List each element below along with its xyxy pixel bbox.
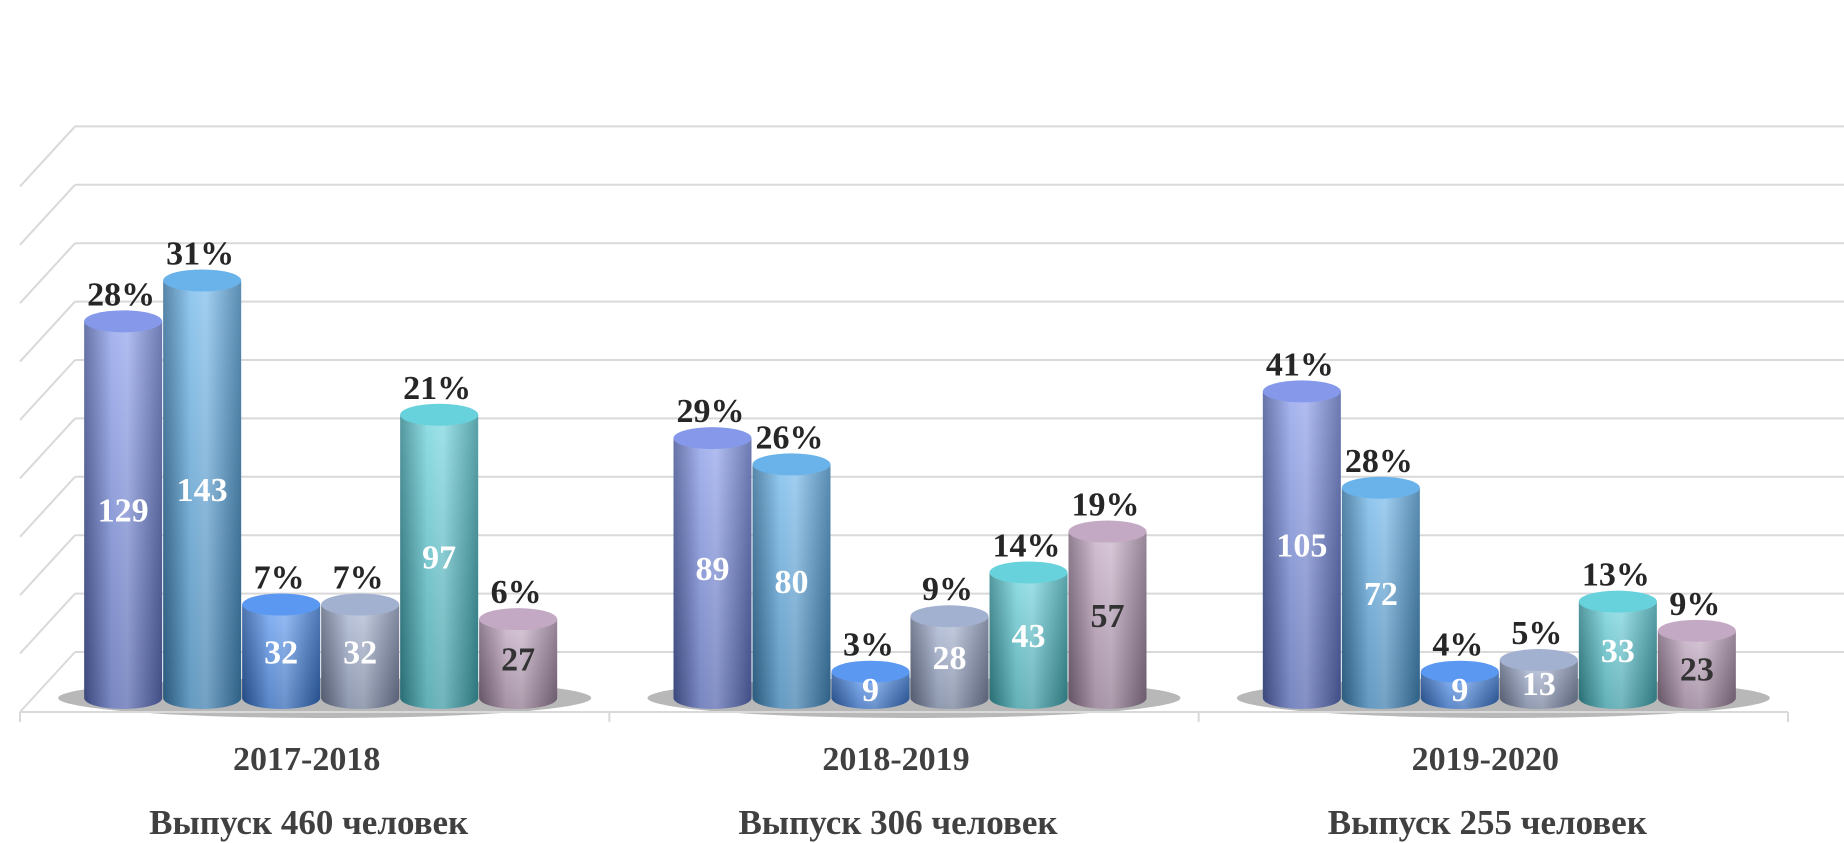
value-label: 28 [933,640,967,677]
bar-shading [479,619,558,709]
bar-shading [242,604,321,709]
bar-top [242,593,321,616]
percent-label: 28% [87,276,155,313]
gridline-diagonal [19,476,76,538]
bar-top [1068,520,1147,543]
bar-shading [321,604,400,709]
gridline-diagonal [19,300,76,363]
value-label: 32 [343,634,377,671]
percent-label: 14% [993,527,1061,564]
gridline-diagonal [19,125,76,188]
bar-top [400,403,479,426]
gridline-diagonal [19,417,76,480]
gridlines [19,125,1844,713]
data-labels: 129 28% 143 31% 32 7% 32 7% 97 21% 27 6% 89 29% 80 26% 9… [87,235,1720,708]
value-label: 9 [1451,672,1468,709]
category-subtitle: Выпуск 255 человек [1328,803,1648,842]
percent-label: 3% [843,627,894,664]
percent-label: 19% [1072,487,1140,524]
percent-label: 7% [254,560,305,597]
value-label: 97 [422,539,456,576]
value-label: 33 [1601,633,1635,670]
bars [58,269,1770,718]
bar-shading [163,280,242,709]
bar-shading [1657,630,1736,709]
bar-shading [1499,660,1578,709]
value-label: 27 [501,642,535,679]
value-label: 105 [1276,528,1327,565]
percent-label: 5% [1511,615,1562,652]
bar-top [1420,660,1499,683]
percent-label: 6% [491,574,542,611]
x-axis: 2017-2018 Выпуск 460 человек 2018-2019 Выпу… [19,711,1789,842]
bar-top [752,453,831,476]
value-label: 143 [177,472,228,509]
percent-label: 21% [403,370,471,407]
percent-label: 9% [1669,586,1720,623]
bar-top [84,310,163,333]
percent-label: 29% [677,393,745,430]
category-label: 2019-2020 [1412,741,1559,778]
value-label: 57 [1091,598,1125,635]
bar-top [1262,380,1341,403]
bar-top [1657,619,1736,642]
gridline-diagonal [19,184,76,246]
bar-top [321,593,400,616]
bar-shading [910,616,989,709]
percent-label: 4% [1432,627,1483,664]
bar-top [910,605,989,628]
percent-label: 28% [1345,443,1413,480]
value-label: 43 [1012,618,1046,655]
bar-shading [752,464,831,709]
bar-top [1499,649,1578,672]
value-label: 72 [1364,576,1398,613]
bar-shading [673,438,752,709]
bar-shading [400,414,479,709]
bar-shading [1262,391,1341,709]
category-label: 2018-2019 [822,741,969,778]
bar-top [673,427,752,450]
value-label: 9 [862,672,879,709]
percent-label: 41% [1266,346,1334,383]
value-label: 80 [775,564,809,601]
value-label: 129 [98,493,149,530]
gridline-diagonal [19,592,76,655]
bar-shading [84,321,163,709]
category-label: 2017-2018 [233,741,380,778]
gridline-diagonal [19,359,76,421]
bar-top [831,660,910,683]
value-label: 89 [696,551,730,588]
bar-top [1341,476,1420,499]
bar-top [989,561,1068,584]
percent-label: 31% [166,235,234,272]
value-label: 23 [1680,651,1714,688]
category-subtitle: Выпуск 306 человек [738,803,1058,842]
bar-shading [1341,487,1420,709]
bar-top [163,269,242,292]
value-label: 13 [1522,666,1556,703]
value-label: 32 [264,634,298,671]
category-subtitle: Выпуск 460 человек [149,803,469,842]
bar-shading [1578,601,1657,709]
percent-label: 9% [922,571,973,608]
gridline-diagonal [19,242,76,304]
bar-shading [1068,531,1147,709]
percent-label: 7% [333,560,384,597]
bar-shading [989,572,1068,709]
gridline-diagonal [19,534,76,596]
bar-top [479,608,558,631]
percent-label: 13% [1582,557,1650,594]
gridline-diagonal [19,651,76,713]
bar-top [1578,590,1657,613]
percent-label: 26% [756,419,824,456]
